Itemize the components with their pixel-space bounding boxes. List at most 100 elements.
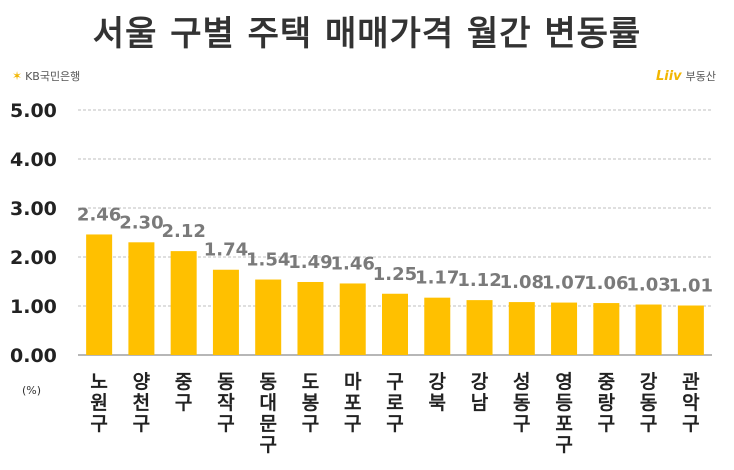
data-label: 1.17 (415, 268, 459, 289)
data-label: 1.08 (500, 272, 544, 293)
x-tick-label-char: 동 (217, 371, 234, 393)
chart-title: 서울 구별 주택 매매가격 월간 변동률 (92, 14, 642, 54)
bar (297, 281, 324, 355)
x-tick-label-char: 로 (386, 392, 403, 414)
bar (255, 279, 282, 355)
x-tick-label-char: 악 (682, 392, 700, 414)
x-tick-label-char: 구 (302, 413, 319, 435)
bar (508, 302, 535, 355)
x-tick-label-char: 노 (90, 371, 107, 393)
kb-star-icon: ✶ (12, 69, 23, 83)
data-label: 1.03 (626, 275, 670, 296)
x-tick-label-char: 영 (555, 371, 572, 393)
liiv-logo: Liiv 부동산 (656, 68, 716, 84)
x-tick-label-char: 동 (640, 392, 657, 414)
x-tick-label-char: 강 (640, 371, 658, 393)
bar (86, 234, 113, 355)
x-tick-label-char: 마 (344, 371, 362, 393)
liiv-logo-mark: Liiv (655, 68, 682, 84)
bar (551, 302, 578, 355)
x-tick-label-char: 구 (682, 413, 699, 435)
unit-label: (%) (22, 384, 42, 397)
x-tick-label-char: 구 (513, 413, 530, 435)
x-tick-label-char: 포 (555, 413, 572, 435)
x-tick-label-char: 강 (471, 371, 489, 393)
x-tick-label-char: 중 (175, 371, 192, 393)
y-tick-label: 0.00 (10, 345, 57, 367)
x-tick-label-char: 중 (598, 371, 615, 393)
x-tick-label-char: 구 (386, 371, 403, 393)
x-tick-label-char: 원 (90, 392, 107, 414)
x-tick-label-char: 강 (429, 371, 447, 393)
data-label: 1.54 (246, 250, 290, 271)
x-tick-label-char: 구 (259, 434, 276, 456)
bar (128, 242, 155, 355)
x-tick-label-char: 봉 (302, 392, 319, 414)
y-tick-label: 3.00 (10, 198, 57, 220)
bar (635, 304, 662, 355)
data-label: 1.06 (584, 273, 628, 294)
bar (382, 293, 408, 355)
x-tick-label-char: 구 (90, 413, 107, 435)
x-tick-label-char: 등 (555, 392, 572, 414)
data-label: 2.12 (161, 221, 205, 242)
y-tick-label: 5.00 (10, 100, 57, 122)
x-tick-label-char: 구 (386, 413, 403, 435)
liiv-logo-text: 부동산 (685, 70, 716, 83)
x-tick-label-char: 동 (513, 392, 530, 414)
x-tick-label-char: 양 (133, 371, 151, 393)
x-tick-label-char: 동 (259, 371, 276, 393)
x-tick-label-char: 남 (471, 392, 489, 414)
x-tick-label-char: 랑 (598, 392, 616, 414)
x-tick-label-char: 대 (259, 392, 276, 414)
x-tick-label-char: 성 (513, 371, 530, 393)
data-label: 1.12 (457, 270, 501, 291)
bar (424, 297, 451, 355)
bar (170, 251, 197, 355)
x-tick-label-char: 구 (217, 413, 234, 435)
bar (593, 303, 620, 355)
kb-logo-text: KB국민은행 (25, 70, 81, 83)
y-tick-label: 2.00 (10, 247, 57, 269)
x-tick-label-char: 구 (175, 392, 192, 414)
x-tick-label-char: 도 (302, 371, 319, 393)
y-tick-label: 1.00 (10, 296, 57, 318)
x-tick-label-char: 구 (640, 413, 657, 435)
bar (466, 300, 493, 355)
x-tick-label-char: 구 (133, 413, 150, 435)
data-label: 2.30 (119, 212, 163, 233)
kb-logo: ✶ KB국민은행 (12, 68, 80, 84)
x-tick-label-char: 작 (217, 392, 235, 414)
y-tick-label: 4.00 (10, 149, 57, 171)
data-label: 1.07 (542, 273, 586, 294)
bar (212, 269, 239, 355)
x-tick-label-char: 구 (598, 413, 615, 435)
bar (677, 305, 704, 355)
data-label: 2.46 (77, 204, 121, 225)
x-tick-label-char: 구 (344, 413, 361, 435)
x-tick-label-char: 천 (133, 392, 150, 414)
x-tick-label-char: 구 (555, 434, 572, 456)
x-tick-label-char: 문 (259, 413, 276, 435)
data-label: 1.25 (373, 264, 417, 285)
bar (339, 283, 366, 355)
x-tick-label-char: 포 (344, 392, 361, 414)
data-label: 1.46 (331, 253, 375, 274)
data-label: 1.49 (288, 252, 332, 273)
